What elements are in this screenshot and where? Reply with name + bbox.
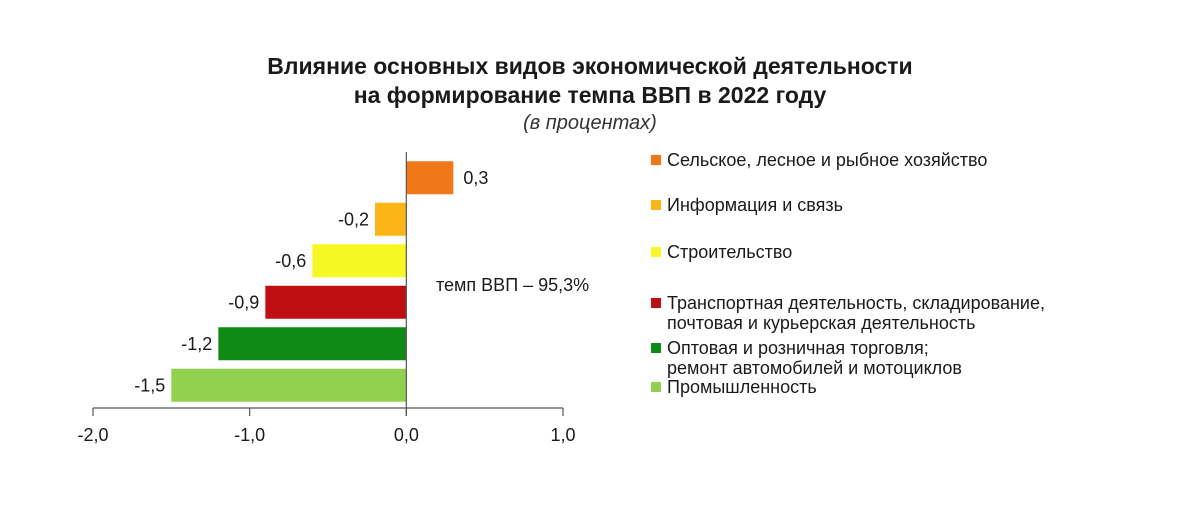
legend-label-4-line-2: почтовая и курьерская деятельность: [667, 313, 976, 333]
x-tick-label-3: 0,0: [394, 425, 419, 445]
bar-2: [375, 202, 407, 236]
legend-swatch-1: [651, 155, 661, 165]
x-tick-label-2: -1,0: [234, 425, 265, 445]
chart-title-block: Влияние основных видов экономической дея…: [0, 52, 1180, 136]
bar-4: [265, 285, 407, 319]
legend-label-1-line-1: Сельское, лесное и рыбное хозяйство: [667, 150, 988, 170]
x-tick-label-1: -2,0: [77, 425, 108, 445]
legend-swatch-3: [651, 247, 661, 257]
data-label-5: -1,2: [181, 334, 212, 354]
legend-label-5-line-1: Оптовая и розничная торговля;: [667, 338, 929, 358]
chart-subtitle: (в процентах): [523, 112, 657, 134]
bar-5: [218, 327, 407, 361]
legend-swatch-6: [651, 382, 661, 392]
legend-label-4-line-1: Транспортная деятельность, складирование…: [667, 293, 1045, 313]
x-tick-label-4: 1,0: [550, 425, 575, 445]
legend-label-6: Промышленность: [667, 377, 817, 397]
data-label-1: 0,3: [463, 168, 488, 188]
legend-label-5: Оптовая и розничная торговля; ремонт авто…: [667, 338, 962, 378]
legend-label-4: Транспортная деятельность, складирование…: [667, 293, 1045, 333]
legend-swatch-4: [651, 298, 661, 308]
legend-label-5-line-2: ремонт автомобилей и мотоциклов: [667, 358, 962, 378]
bar-1: [406, 161, 454, 195]
data-label-3: -0,6: [275, 251, 306, 271]
chart-title-line-2: на формирование темпа ВВП в 2022 году: [353, 82, 827, 108]
legend-label-6-line-1: Промышленность: [667, 377, 817, 397]
legend-label-3-line-1: Строительство: [667, 242, 793, 262]
bar-3: [312, 244, 407, 278]
legend-label-2-line-1: Информация и связь: [667, 195, 844, 215]
legend-label-1: Сельское, лесное и рыбное хозяйство: [667, 150, 987, 170]
chart-title-line-1: Влияние основных видов экономической дея…: [267, 53, 913, 79]
legend-swatch-2: [651, 200, 661, 210]
data-label-4: -0,9: [228, 292, 259, 312]
legend-label-3: Строительство: [667, 242, 792, 262]
legend-swatch-5: [651, 343, 661, 353]
legend-label-2: Информация и связь: [667, 195, 843, 215]
gdp-annotation: темп ВВП – 95,3%: [436, 275, 589, 295]
data-label-6: -1,5: [134, 375, 165, 395]
bar-6: [171, 368, 407, 402]
data-label-2: -0,2: [338, 209, 369, 229]
